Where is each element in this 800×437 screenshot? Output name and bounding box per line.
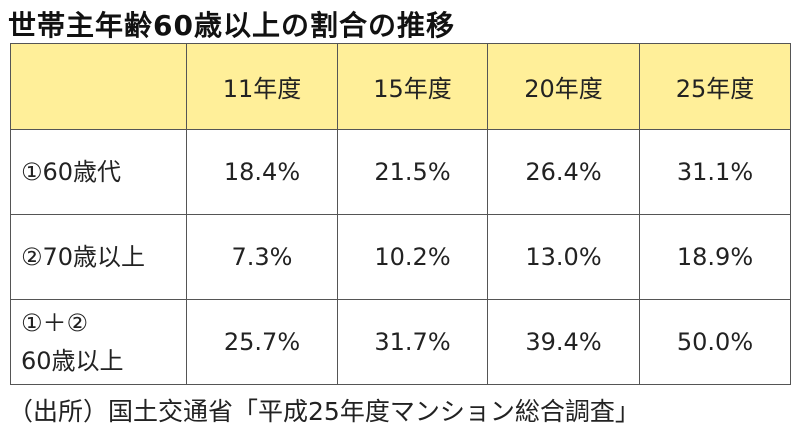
column-header: 20年度 xyxy=(487,43,640,130)
table-row: ①＋② 60歳以上 25.7% 31.7% 39.4% 50.0% xyxy=(10,299,791,385)
row-label-line: ①60歳代 xyxy=(21,158,122,186)
table-cell: 10.2% xyxy=(337,214,488,300)
table-cell: 50.0% xyxy=(639,299,791,385)
row-label: ①＋② 60歳以上 xyxy=(10,299,187,385)
column-header: 15年度 xyxy=(337,43,488,130)
row-label: ②70歳以上 xyxy=(10,214,187,300)
page-title: 世帯主年齢60歳以上の割合の推移 xyxy=(8,9,455,42)
table-header-row: 11年度 15年度 20年度 25年度 xyxy=(10,43,791,130)
source-note: （出所）国土交通省「平成25年度マンション総合調査」 xyxy=(8,397,640,426)
row-label-line: ①＋② xyxy=(21,309,89,337)
row-label-line: ②70歳以上 xyxy=(21,243,146,271)
header-corner-cell xyxy=(10,43,187,130)
table-row: ②70歳以上 7.3% 10.2% 13.0% 18.9% xyxy=(10,214,791,300)
table-cell: 31.7% xyxy=(337,299,488,385)
column-header: 25年度 xyxy=(639,43,791,130)
row-label-line: 60歳以上 xyxy=(21,347,124,375)
data-table: 11年度 15年度 20年度 25年度 ①60歳代 18.4% 21.5% 26… xyxy=(10,43,791,385)
table-cell: 31.1% xyxy=(639,129,791,215)
row-label: ①60歳代 xyxy=(10,129,187,215)
column-header: 11年度 xyxy=(186,43,338,130)
table-cell: 39.4% xyxy=(487,299,640,385)
table-cell: 13.0% xyxy=(487,214,640,300)
table-cell: 26.4% xyxy=(487,129,640,215)
table-cell: 21.5% xyxy=(337,129,488,215)
table-cell: 18.9% xyxy=(639,214,791,300)
table-cell: 25.7% xyxy=(186,299,338,385)
table-cell: 18.4% xyxy=(186,129,338,215)
table-cell: 7.3% xyxy=(186,214,338,300)
table-row: ①60歳代 18.4% 21.5% 26.4% 31.1% xyxy=(10,129,791,215)
